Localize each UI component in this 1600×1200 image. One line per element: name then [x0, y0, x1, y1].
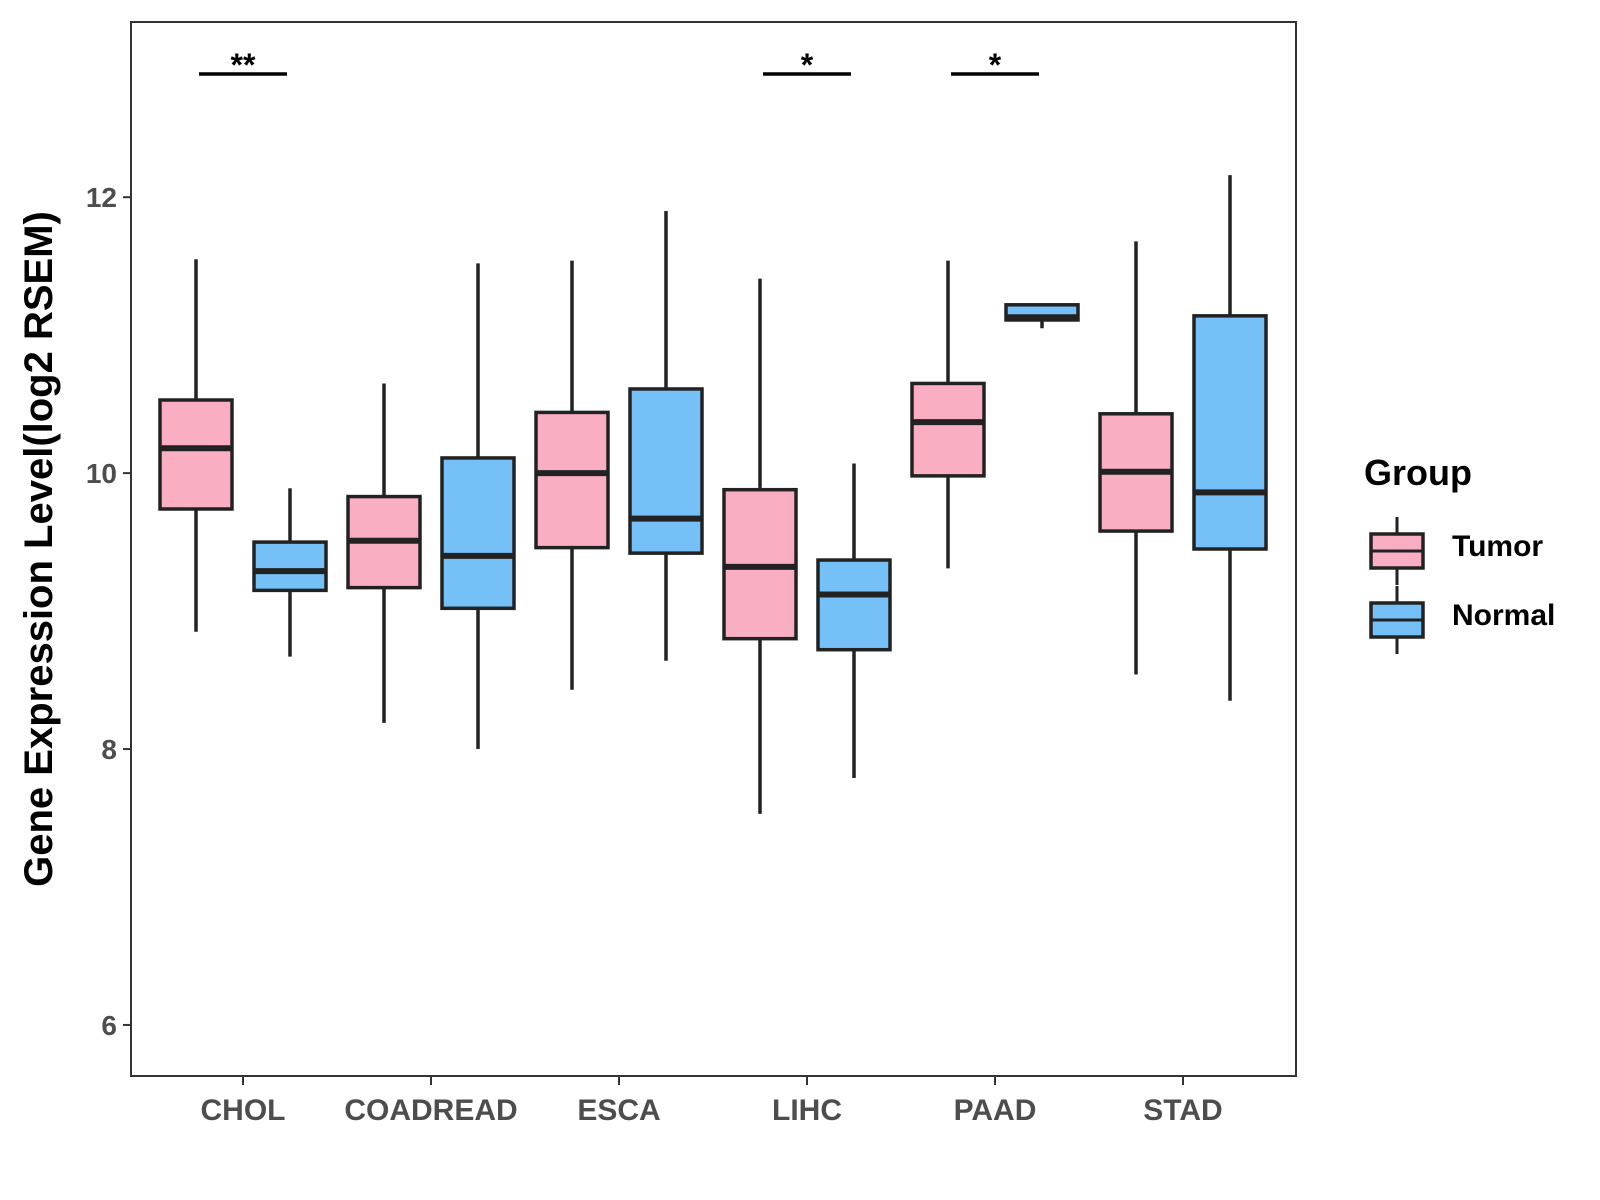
box-body [628, 387, 704, 555]
box-tumor-esca [534, 260, 610, 690]
box-body [910, 381, 986, 478]
y-tick-label: 12 [86, 182, 117, 213]
legend: Group Tumor Normal [1364, 452, 1555, 654]
legend-key-tumor [1369, 517, 1425, 585]
box-tumor-chol [158, 259, 234, 632]
legend-keys [1369, 517, 1425, 654]
box-normal-lihc [816, 463, 892, 779]
y-tick-label: 8 [101, 734, 117, 765]
x-tick-label: PAAD [954, 1094, 1037, 1127]
significance-label: ** [231, 47, 256, 83]
box-normal-coadread [440, 263, 516, 750]
y-axis-title: Gene Expression Level(log2 RSEM) [17, 211, 61, 887]
legend-key-normal [1369, 586, 1425, 654]
panel-border [130, 21, 1297, 1077]
y-tick-label: 10 [86, 458, 117, 489]
significance-label: * [989, 47, 1002, 83]
legend-label-normal: Normal [1452, 599, 1555, 632]
significance-label: * [801, 47, 814, 83]
box-body [440, 456, 516, 611]
box-normal-chol [252, 488, 328, 657]
x-tick-label: LIHC [772, 1094, 842, 1127]
x-tick-label: COADREAD [344, 1094, 517, 1127]
box-tumor-lihc [722, 278, 798, 814]
x-tick-label: ESCA [577, 1094, 660, 1127]
axis-layer: 6 8 10 12 CHOL COADREAD ESCA LIHC PAAD STAD [86, 182, 1223, 1127]
x-tick-label: CHOL [201, 1094, 286, 1127]
plot-layer: ** * * [158, 47, 1268, 814]
legend-label-tumor: Tumor [1452, 530, 1543, 563]
x-tick-label: STAD [1143, 1094, 1222, 1127]
box-body [534, 410, 610, 550]
box-body [252, 540, 328, 593]
y-tick-label: 6 [101, 1010, 117, 1041]
legend-title: Group [1364, 452, 1472, 493]
box-normal-paad [1004, 303, 1080, 329]
box-body [158, 398, 234, 511]
box-body [816, 558, 892, 652]
box-tumor-paad [910, 260, 986, 569]
box-tumor-stad [1098, 241, 1174, 675]
box-tumor-coadread [346, 383, 422, 723]
box-body [1192, 314, 1268, 551]
box-normal-stad [1192, 175, 1268, 701]
box-normal-esca [628, 211, 704, 661]
